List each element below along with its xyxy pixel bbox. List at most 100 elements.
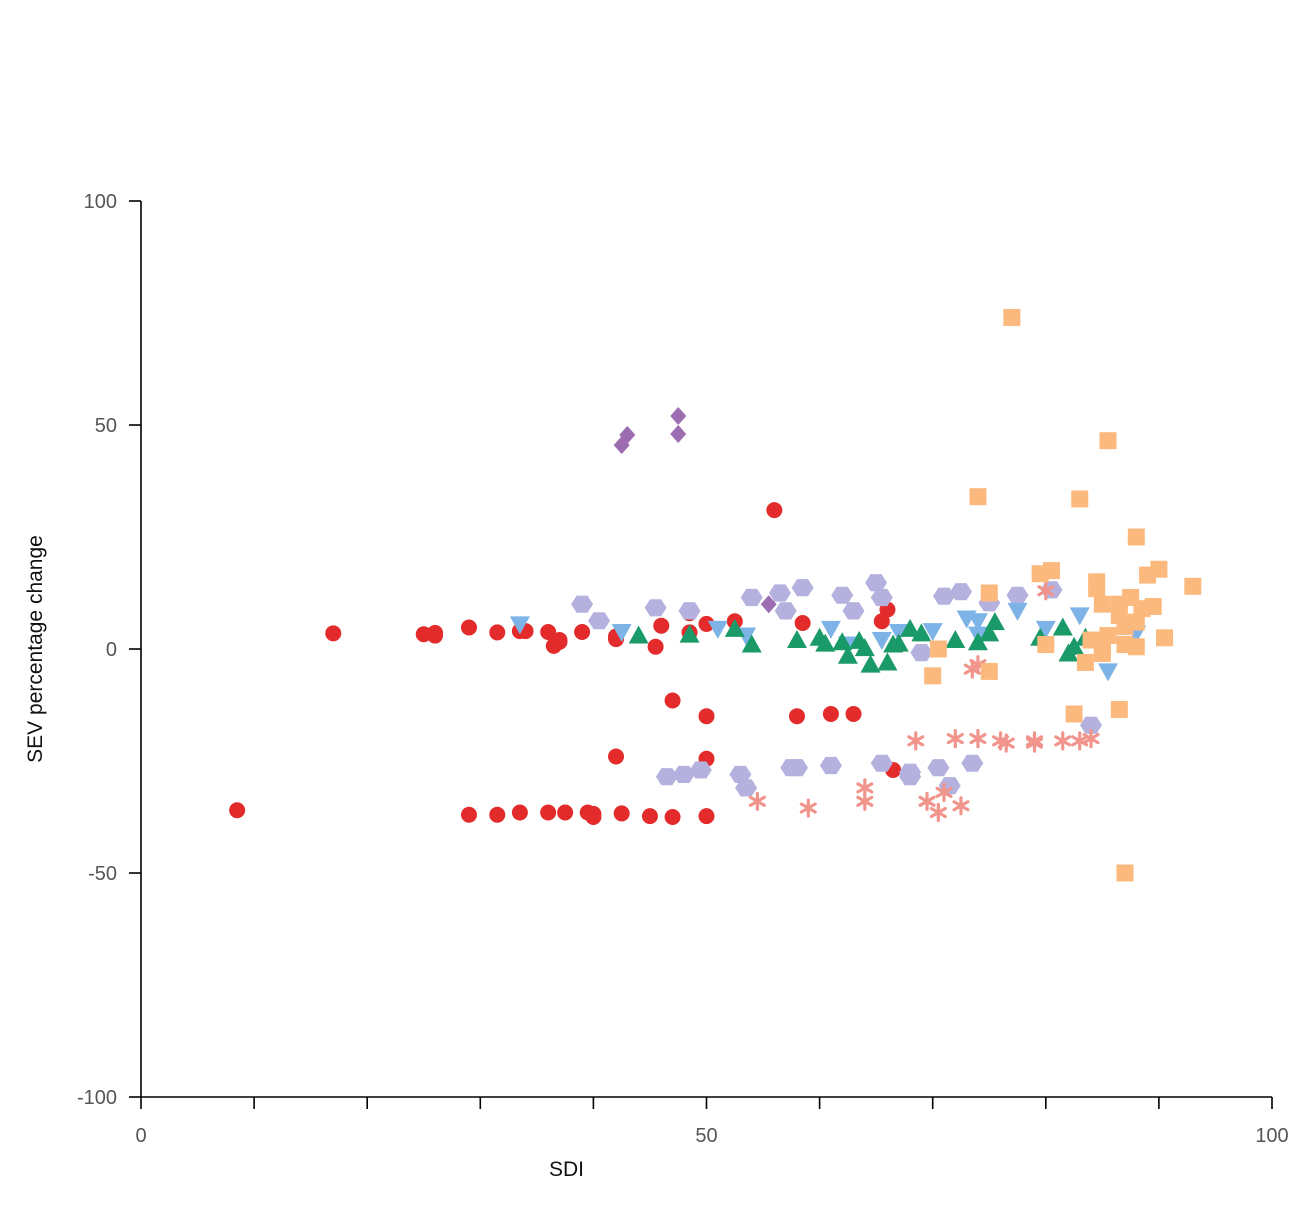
asterisk-point <box>997 733 1015 753</box>
triangle-down-point <box>922 623 943 642</box>
hexagon-point <box>786 759 808 777</box>
triangle-up-point <box>832 632 853 651</box>
triangle-up-point <box>984 612 1005 631</box>
hexagon-point <box>655 768 678 786</box>
circle-point <box>664 692 681 709</box>
circle-point <box>647 638 664 655</box>
triangle-up-point <box>1052 617 1073 636</box>
square-point <box>924 667 942 685</box>
square-point <box>1099 627 1117 645</box>
triangle-up-point <box>1064 636 1085 655</box>
square-point <box>1127 638 1145 656</box>
hexagon-point <box>740 588 763 607</box>
hexagon-point <box>689 761 712 779</box>
circle-point <box>557 804 574 821</box>
x-axis-title: SDI <box>549 1158 584 1181</box>
y-tick-label: 0 <box>106 639 117 661</box>
hexagon-point <box>927 759 950 777</box>
triangle-up-point <box>967 632 988 651</box>
circle-point <box>788 708 805 725</box>
hexagon-point <box>910 644 933 662</box>
data-points <box>229 308 1202 882</box>
triangle-down-point <box>707 620 728 639</box>
hexagon-point <box>588 612 611 630</box>
asterisk-point <box>969 728 987 749</box>
circle-point <box>641 808 658 825</box>
triangle-down-point <box>509 616 530 635</box>
diamond-point <box>760 595 777 614</box>
asterisk-point <box>748 791 766 811</box>
hexagon-point <box>644 599 667 617</box>
triangle-up-point <box>945 630 966 649</box>
hexagon-point <box>831 586 854 604</box>
circle-point <box>613 805 630 822</box>
square-point <box>1150 560 1168 578</box>
asterisk-point <box>1054 731 1072 751</box>
triangle-up-point <box>854 638 875 657</box>
circle-point <box>608 748 625 765</box>
square-point <box>1116 864 1134 882</box>
square-point <box>1184 577 1202 595</box>
circle-point <box>585 805 602 822</box>
triangle-up-point <box>786 630 807 649</box>
x-ticks: 0 50 100 <box>135 1097 1289 1147</box>
square-point <box>1088 580 1106 598</box>
triangle-up-point <box>628 625 649 644</box>
square-point <box>1071 490 1089 508</box>
axes: 100 50 0 -50 -100 0 50 100 <box>77 191 1289 1147</box>
square-point <box>1093 644 1111 662</box>
asterisk-point <box>799 798 817 818</box>
hexagon-point <box>571 595 594 613</box>
circle-point <box>427 627 444 644</box>
square-point <box>1042 562 1060 580</box>
circle-point <box>489 806 506 823</box>
triangle-down-point <box>967 613 988 632</box>
triangle-up-point <box>679 624 700 643</box>
square-point <box>1065 705 1083 723</box>
square-point <box>929 640 947 658</box>
square-point <box>980 662 998 680</box>
triangle-up-point <box>860 654 881 673</box>
square-point <box>980 584 998 602</box>
square-point <box>1127 528 1145 546</box>
square-point <box>1037 636 1055 654</box>
asterisk-point <box>1025 733 1044 753</box>
hexagon-point <box>769 584 791 602</box>
circle-point <box>540 623 557 640</box>
hexagon-point <box>842 602 865 620</box>
triangle-up-point <box>837 645 858 664</box>
x-tick-label: 100 <box>1255 1125 1288 1147</box>
hexagon-point <box>961 754 984 772</box>
circle-point <box>698 708 715 725</box>
triangle-down-point <box>1007 602 1028 621</box>
triangle-up-point <box>900 618 921 637</box>
hexagon-point <box>933 587 955 605</box>
circle-point <box>460 806 477 823</box>
circle-point <box>766 502 783 519</box>
triangle-down-point <box>1098 663 1119 682</box>
hexagon-point <box>672 765 695 783</box>
y-tick-label: -100 <box>77 1087 117 1109</box>
triangle-up-point <box>877 652 898 671</box>
triangle-down-point <box>871 632 892 651</box>
square-point <box>1144 597 1162 615</box>
circle-point <box>511 804 528 821</box>
circle-point <box>794 615 811 632</box>
hexagon-point <box>729 765 752 783</box>
circle-point <box>460 619 477 636</box>
x-tick-label: 50 <box>695 1125 717 1147</box>
circle-point <box>698 615 715 632</box>
y-ticks: 100 50 0 -50 -100 <box>77 191 141 1109</box>
y-axis-title: SEV percentage change <box>24 535 47 763</box>
asterisk-point <box>856 778 874 798</box>
x-tick-label: 0 <box>135 1125 146 1147</box>
diamond-point <box>670 407 687 426</box>
square-point <box>1110 700 1128 718</box>
triangle-up-point <box>888 633 909 652</box>
circle-point <box>489 624 506 641</box>
asterisk-point <box>918 791 936 811</box>
hexagon-point <box>899 768 922 786</box>
hexagon-point <box>678 602 701 620</box>
asterisk-point <box>946 728 964 749</box>
